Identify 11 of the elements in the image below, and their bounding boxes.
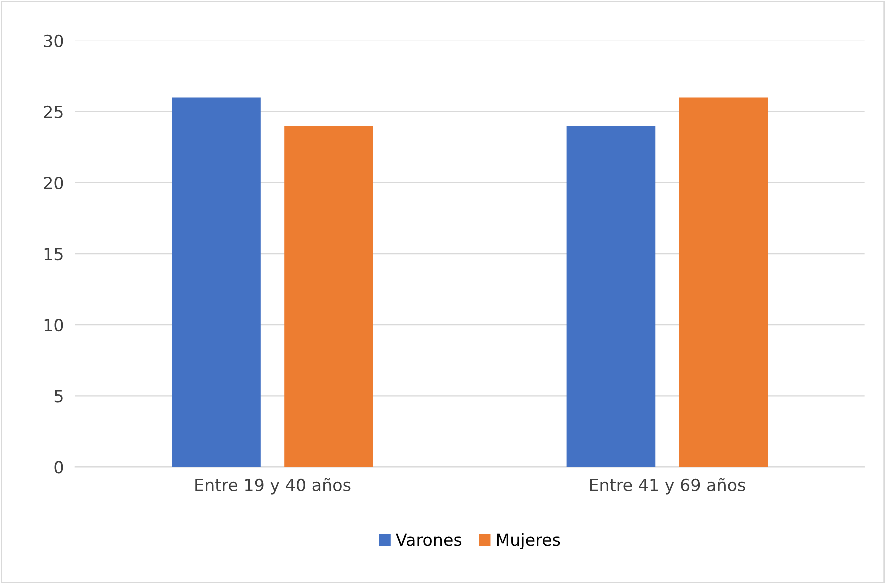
y-tick-label: 25 — [44, 106, 63, 118]
y-tick-label: 15 — [44, 248, 63, 261]
y-tick-label: 10 — [44, 319, 64, 332]
legend-label: Varones — [396, 534, 462, 546]
x-tick-label: Entre 19 y 40 años — [196, 478, 351, 495]
legend-label: Mujeres — [497, 533, 560, 550]
y-tick-label: 30 — [44, 34, 64, 48]
y-tick-label: 20 — [44, 176, 64, 190]
y-tick-label: 0 — [54, 461, 64, 474]
x-tick-label: Entre 41 y 69 años — [590, 478, 746, 495]
y-tick-label: 5 — [54, 390, 63, 403]
